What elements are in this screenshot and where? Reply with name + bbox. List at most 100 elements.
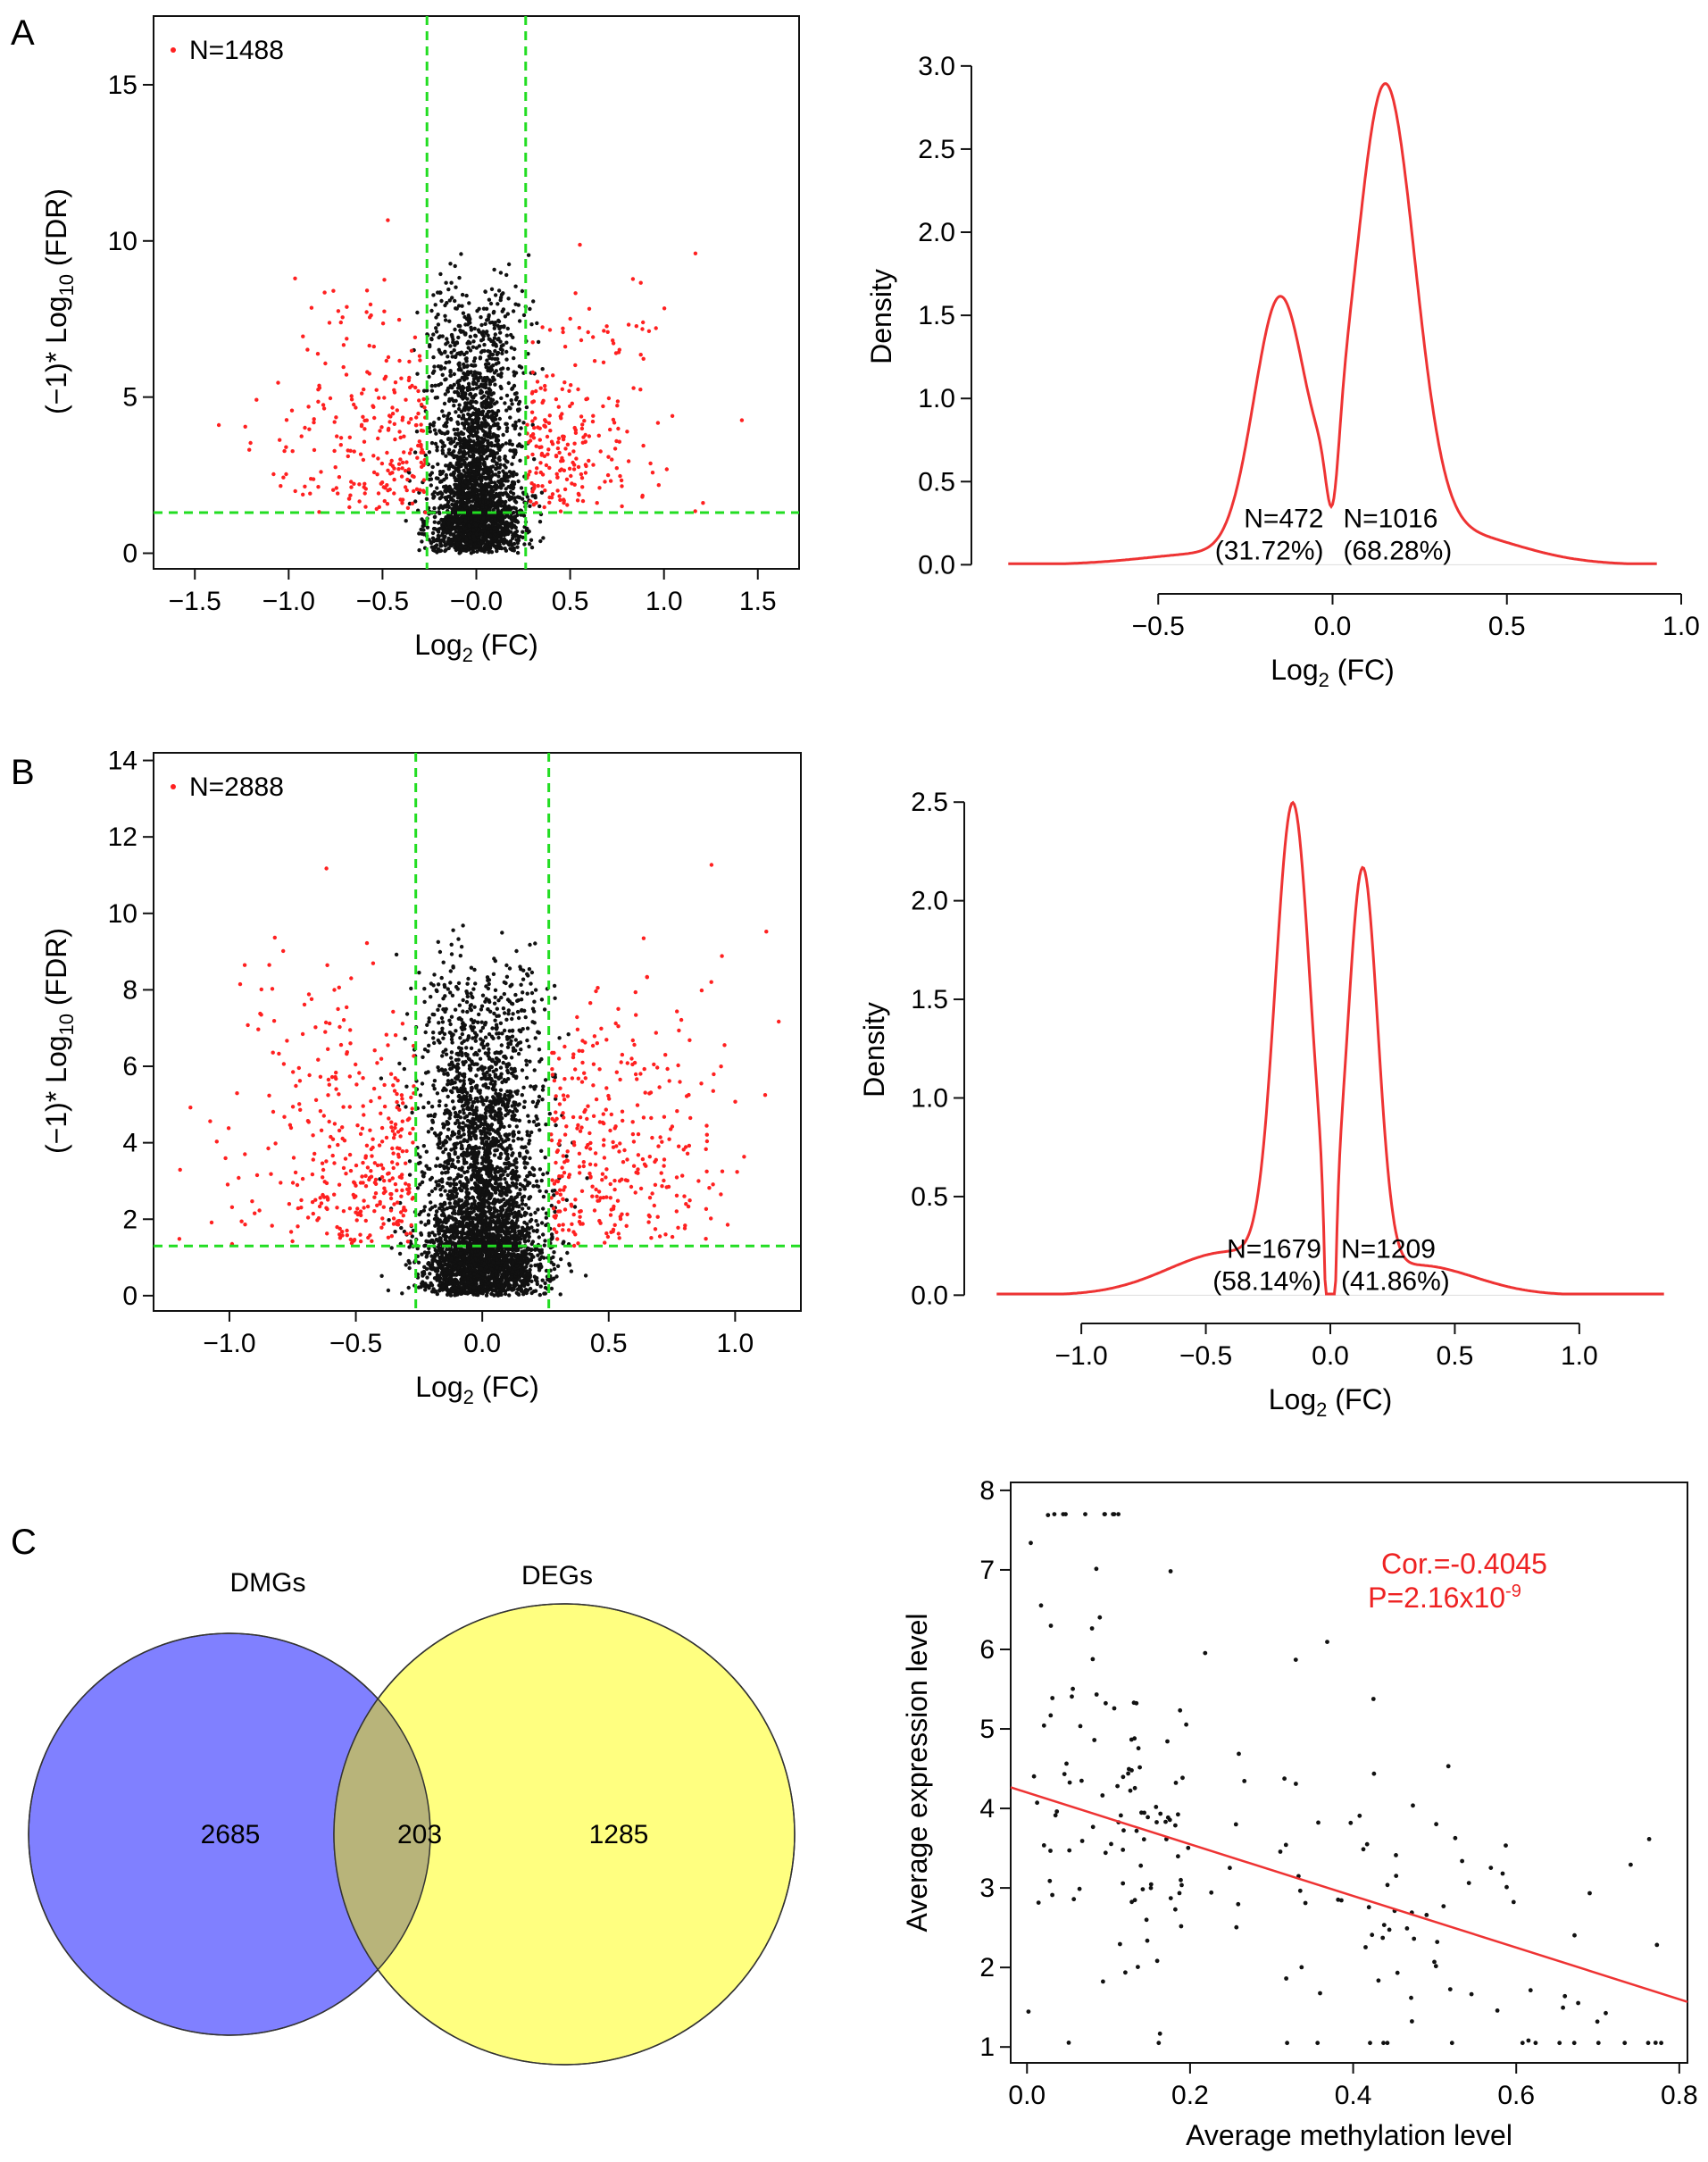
scatter-point-significant <box>572 482 577 487</box>
scatter-point-significant <box>564 477 570 481</box>
scatter-point <box>426 1213 431 1217</box>
scatter-point <box>490 499 496 504</box>
scatter-point <box>441 522 446 526</box>
scatter-point-significant <box>572 463 577 467</box>
scatter-point <box>509 1039 513 1044</box>
scatter-point <box>436 537 441 541</box>
scatter-point <box>583 1273 588 1278</box>
x-axis-title: Log2 (FC) <box>414 629 538 666</box>
x-tick-label: −0.5 <box>356 587 409 616</box>
scatter-point-significant <box>567 466 572 471</box>
scatter-point <box>541 1172 546 1177</box>
scatter-point-significant <box>417 439 421 444</box>
scatter-point <box>454 466 458 471</box>
scatter-point-significant <box>602 329 606 333</box>
scatter-point <box>497 491 502 496</box>
scatter-point-significant <box>341 364 346 370</box>
scatter-point <box>585 1176 589 1181</box>
scatter-point-significant <box>662 306 667 311</box>
scatter-point <box>512 391 518 397</box>
scatter-point <box>445 502 450 507</box>
scatter-point <box>508 486 513 490</box>
scatter-point-significant <box>390 412 396 416</box>
scatter-point-significant <box>363 505 368 509</box>
scatter-point <box>443 350 447 355</box>
scatter-point <box>479 519 484 524</box>
scatter-point <box>458 444 462 449</box>
scatter-point <box>495 462 499 467</box>
scatter-point <box>454 534 459 538</box>
scatter-point-significant <box>382 396 387 400</box>
scatter-point <box>512 530 518 535</box>
scatter-point-significant <box>385 502 390 506</box>
scatter-point <box>431 332 436 337</box>
scatter-point <box>514 948 519 954</box>
scatter-point <box>437 416 441 421</box>
scatter-point <box>487 337 492 342</box>
scatter-point <box>439 1015 445 1021</box>
scatter-point <box>479 382 484 387</box>
scatter-point <box>463 518 468 523</box>
scatter-point <box>501 469 505 473</box>
scatter-point <box>511 1048 516 1053</box>
scatter-point <box>506 1008 511 1013</box>
scatter-point <box>477 451 481 455</box>
scatter-point <box>496 323 500 328</box>
scatter-point <box>397 1061 402 1066</box>
scatter-point-significant <box>546 447 551 452</box>
scatter-point <box>435 448 439 453</box>
scatter-point <box>498 271 504 275</box>
scatter-point-significant <box>544 463 549 468</box>
scatter-point <box>507 1123 512 1129</box>
scatter-point <box>511 423 515 428</box>
scatter-point <box>465 1147 470 1152</box>
scatter-point <box>433 441 438 447</box>
scatter-point <box>565 1250 570 1256</box>
scatter-point <box>493 293 498 297</box>
scatter-point <box>447 1137 453 1141</box>
scatter-point <box>431 355 436 360</box>
scatter-point <box>467 493 472 497</box>
scatter-point-significant <box>539 451 545 456</box>
scatter-point-significant <box>562 380 567 385</box>
scatter-point <box>477 344 482 348</box>
scatter-point <box>449 1037 454 1042</box>
scatter-point <box>487 430 492 434</box>
scatter-point <box>471 491 476 496</box>
scatter-point-significant <box>616 426 621 431</box>
scatter-point-significant <box>565 503 570 507</box>
scatter-point-significant <box>547 465 552 471</box>
scatter-point <box>480 529 485 533</box>
scatter-point <box>456 393 461 398</box>
scatter-point-significant <box>569 383 573 388</box>
scatter-point <box>469 965 474 970</box>
scatter-point-significant <box>334 415 338 420</box>
scatter-point <box>522 542 527 547</box>
scatter-point <box>505 366 511 371</box>
scatter-point <box>446 447 452 452</box>
scatter-point-significant <box>585 397 590 401</box>
scatter-point <box>469 370 473 375</box>
scatter-point <box>457 551 462 555</box>
scatter-point <box>511 533 515 538</box>
scatter-point <box>506 380 511 386</box>
scatter-point <box>427 425 432 430</box>
scatter-point-significant <box>558 468 562 473</box>
scatter-point <box>449 1014 454 1019</box>
panel-letter-b: B <box>11 753 35 792</box>
scatter-point-significant <box>614 438 619 444</box>
scatter-point-significant <box>537 438 542 442</box>
scatter-point <box>462 386 466 390</box>
scatter-point-significant <box>558 497 562 503</box>
scatter-point <box>435 396 439 400</box>
scatter-point <box>539 1221 545 1225</box>
scatter-point-significant <box>545 374 549 379</box>
scatter-point <box>544 1190 548 1194</box>
scatter-point <box>468 510 472 514</box>
scatter-point <box>458 954 462 958</box>
scatter-point <box>445 420 449 425</box>
scatter-point-significant <box>535 380 540 384</box>
scatter-point <box>508 406 512 411</box>
scatter-point <box>467 1136 472 1140</box>
scatter-point <box>416 1260 421 1265</box>
